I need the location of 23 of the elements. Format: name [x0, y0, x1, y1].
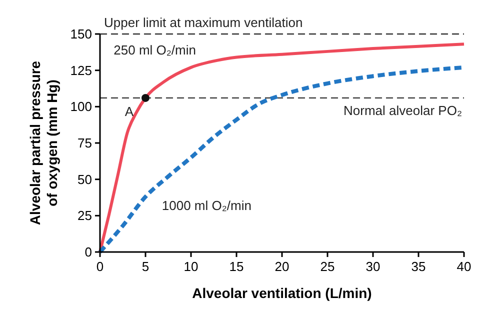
x-tick-label: 40 — [456, 259, 472, 274]
x-axis-title: Alveolar ventilation (L/min) — [192, 285, 372, 301]
annotation: A — [124, 104, 134, 119]
x-tick-label: 15 — [229, 259, 244, 274]
x-tick-label: 25 — [320, 259, 335, 274]
y-axis-title: Alveolar partial pressure of oxygen (mm Hg) — [27, 60, 60, 226]
ref-line-label: Upper limit at maximum ventilation — [104, 15, 303, 30]
y-tick-label: 100 — [70, 99, 92, 114]
y-tick-label: 0 — [84, 244, 92, 260]
y-tick-label: 125 — [70, 62, 92, 78]
y-tick-label: 50 — [78, 172, 92, 187]
series-label: 250 ml O₂/min — [114, 42, 196, 58]
ref-line-label: Normal alveolar PO₂ — [344, 102, 462, 118]
y-tick-label: 75 — [78, 136, 92, 150]
x-tick-label: 5 — [142, 259, 150, 274]
x-tick-label: 35 — [411, 259, 426, 274]
x-tick-label: 20 — [274, 259, 290, 274]
series-label: 1000 ml O₂/min — [162, 198, 252, 213]
y-tick-label: 150 — [70, 26, 92, 42]
y-tick-label: 25 — [78, 208, 92, 224]
x-tick-label: 10 — [184, 259, 198, 274]
x-tick-label: 0 — [96, 259, 104, 274]
x-tick-label: 30 — [366, 259, 380, 274]
